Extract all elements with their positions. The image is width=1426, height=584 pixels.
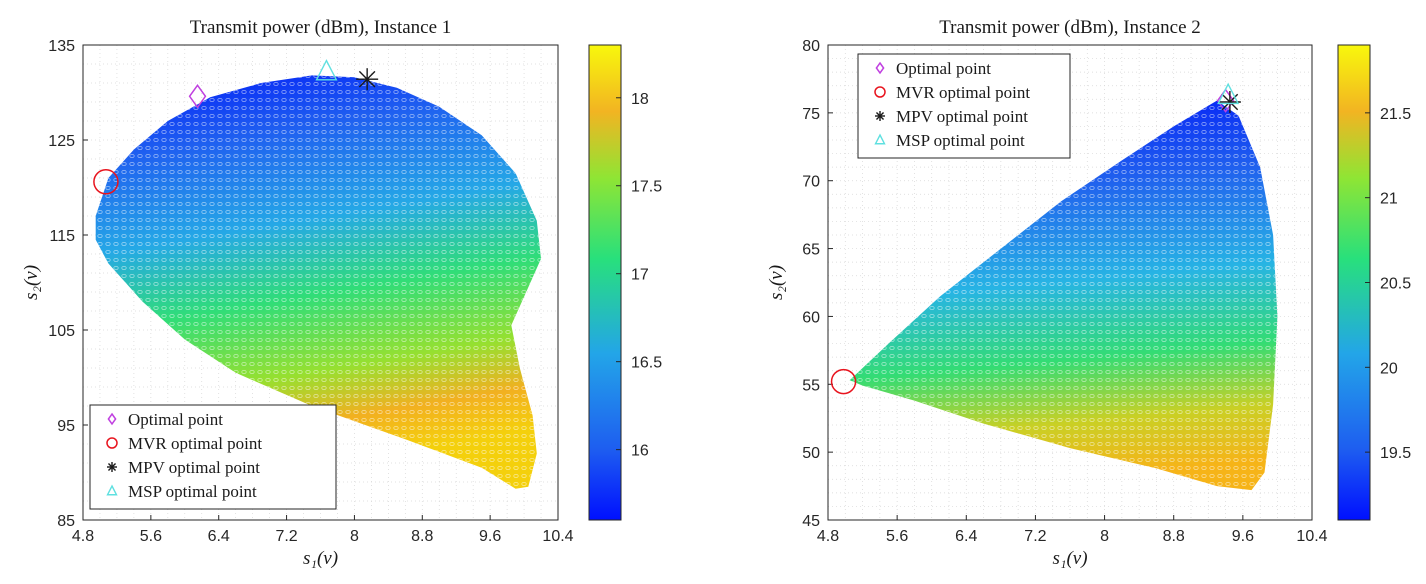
y-tick-label: 75: [802, 106, 820, 123]
marker-mvr-optimal-point: [93, 169, 119, 195]
colorbar-tick-label: 17: [631, 267, 649, 284]
y-tick-label: 55: [802, 377, 820, 394]
legend-symbol: [875, 111, 885, 121]
marker-msp-optimal-point: [315, 59, 338, 81]
marker-mvr-optimal-point: [830, 368, 857, 395]
x-tick-label: 10.4: [542, 528, 573, 545]
legend-entry: Optimal point: [896, 59, 991, 78]
legend-symbol: [107, 412, 117, 426]
axes-box: [82, 44, 559, 521]
star-stroke: [875, 111, 885, 121]
x-tick-label: 8.8: [1163, 528, 1185, 545]
x-tick-label: 10.4: [1296, 528, 1327, 545]
chart-instance-1: 4.8 5.6 6.4 7.2 8 8.8 9.6 10.4 85 95 105 115 125 135 T…: [21, 17, 662, 569]
chart-title: Transmit power (dBm), Instance 2: [939, 17, 1201, 38]
colorbar-tick-label: 20.5: [1380, 276, 1411, 293]
y-tick-label: 80: [802, 38, 820, 55]
x-tick-label: 7.2: [1024, 528, 1046, 545]
marker-msp-optimal-point: [1217, 82, 1240, 105]
x-tick-label: 4.8: [817, 528, 839, 545]
colorbar-tick-label: 19.5: [1380, 445, 1411, 462]
legend-entry: MPV optimal point: [896, 107, 1028, 126]
colorbar-tick-label: 16.5: [631, 355, 662, 372]
star-stroke: [358, 70, 376, 88]
y-tick-label: 45: [802, 513, 820, 530]
legend-symbol: [874, 133, 886, 145]
legend-symbol: [106, 484, 118, 496]
y-tick-label: 70: [802, 174, 820, 191]
y-tick-label: 105: [48, 323, 75, 340]
marker-optimal-point: [188, 84, 207, 109]
x-axis-label: s₁(v): [1052, 548, 1087, 569]
colorbar-tick-label: 18: [631, 91, 649, 108]
y-tick-label: 125: [48, 133, 75, 150]
y-tick-label: 95: [57, 418, 75, 435]
chart-instance-2: 4.8 5.6 6.4 7.2 8 8.8 9.6 10.4 45 50 55 60 65 70 75 80 T…: [766, 17, 1411, 569]
x-tick-label: 6.4: [955, 528, 977, 545]
x-tick-label: 5.6: [140, 528, 162, 545]
y-tick-label: 135: [48, 38, 75, 55]
y-tick-label: 115: [49, 228, 75, 245]
x-tick-label: 6.4: [208, 528, 230, 545]
marker-optimal-point: [1216, 88, 1235, 113]
chart-title: Transmit power (dBm), Instance 1: [190, 17, 452, 38]
legend-entry: MSP optimal point: [896, 131, 1025, 150]
y-axis-label: s₂(v): [766, 265, 787, 300]
legend-box: [89, 404, 337, 510]
colorbar-tick-label: 21.5: [1380, 106, 1411, 123]
y-tick-label: 85: [57, 513, 75, 530]
y-tick-label: 60: [802, 309, 820, 326]
y-tick-label: 50: [802, 445, 820, 462]
x-tick-label: 7.2: [275, 528, 297, 545]
legend-box: [857, 53, 1071, 159]
x-tick-label: 8: [1100, 528, 1109, 545]
legend-symbol: [874, 86, 886, 98]
x-tick-label: 9.6: [1232, 528, 1254, 545]
legend-symbol: [106, 437, 118, 449]
legend-entry: MVR optimal point: [896, 83, 1030, 102]
legend-entry: MSP optimal point: [128, 482, 257, 501]
legend-symbol: [875, 61, 885, 75]
feasible-region-mesh: [849, 100, 1278, 491]
colorbar-tick-label: 21: [1380, 191, 1398, 208]
colorbar: [588, 44, 622, 521]
legend-entry: MVR optimal point: [128, 434, 262, 453]
x-axis-label: s₁(v): [303, 548, 338, 569]
x-tick-label: 4.8: [72, 528, 94, 545]
x-tick-label: 9.6: [479, 528, 501, 545]
legend-entry: Optimal point: [128, 410, 223, 429]
y-tick-label: 65: [802, 242, 820, 259]
star-stroke: [107, 462, 117, 472]
feasible-region-mesh: [95, 75, 541, 489]
colorbar: [1337, 44, 1371, 521]
legend-symbol: [107, 462, 117, 472]
axes-box: [827, 44, 1313, 521]
colorbar-tick-label: 17.5: [631, 179, 662, 196]
x-tick-label: 8.8: [411, 528, 433, 545]
colorbar-tick-label: 16: [631, 443, 649, 460]
marker-mpv-optimal-point: [356, 68, 379, 91]
colorbar-tick-label: 20: [1380, 360, 1398, 377]
y-axis-label: s₂(v): [21, 265, 42, 300]
x-tick-label: 8: [350, 528, 359, 545]
x-tick-label: 5.6: [886, 528, 908, 545]
legend-entry: MPV optimal point: [128, 458, 260, 477]
